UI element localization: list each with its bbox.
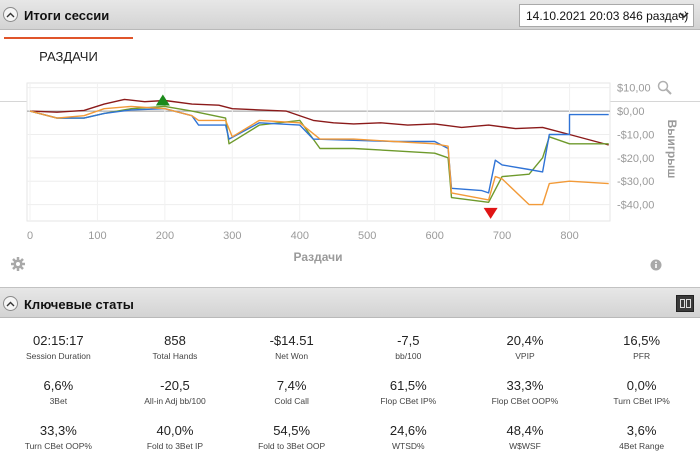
stat-cell: 33,3% Turn CBet OOP% (0, 415, 117, 460)
session-select[interactable]: 14.10.2021 20:03 846 раздач) (519, 4, 694, 27)
stat-cell: 7,4% Cold Call (233, 370, 350, 415)
stat-value: 24,6% (389, 423, 427, 438)
stat-label: Session Duration (25, 351, 91, 361)
stat-value: 0,0% (626, 378, 657, 393)
stat-label: 3Bet (49, 396, 68, 406)
chevron-up-icon (6, 12, 15, 17)
stat-value: 02:15:17 (33, 333, 84, 348)
x-tick-label: 400 (291, 230, 309, 242)
stat-value: -$14.51 (269, 333, 314, 348)
series-line-net-won (29, 98, 609, 146)
stat-cell: -$14.51 Net Won (233, 325, 350, 370)
x-tick-label: 700 (493, 230, 511, 242)
stats-grid: 02:15:17 Session Duration 858 Total Hands -$… (0, 325, 700, 465)
stats-header: Ключевые статы (0, 287, 700, 318)
stat-label: All-in Adj bb/100 (144, 396, 206, 406)
stat-cell: 858 Total Hands (117, 325, 234, 370)
stat-value: -20,5 (160, 378, 190, 393)
chevron-up-icon (6, 301, 15, 306)
y-tick-label: -$30,00 (617, 176, 654, 188)
stat-cell: 40,0% Fold to 3Bet IP (117, 415, 234, 460)
stat-label: Turn CBet OOP% (24, 441, 92, 451)
stat-label: 4Bet Range (619, 441, 665, 451)
stat-label: Turn CBet IP% (613, 396, 670, 406)
series-line-all-in-adj (29, 105, 609, 204)
stat-cell: 48,4% W$WSF (467, 415, 584, 460)
y-axis-label: Выигрыш (665, 120, 679, 179)
stat-cell: 0,0% Turn CBet IP% (583, 370, 700, 415)
session-header: Итоги сессии 14.10.2021 20:03 846 раздач… (0, 0, 700, 30)
x-tick-label: 100 (88, 230, 106, 242)
chevron-down-icon (679, 12, 689, 19)
x-tick-label: 200 (156, 230, 174, 242)
stat-cell: 16,5% PFR (583, 325, 700, 370)
y-tick-label: -$10,00 (617, 129, 654, 141)
y-tick-label: -$40,00 (617, 200, 654, 212)
stat-label: WTSD% (392, 441, 425, 451)
winnings-chart: 0 100 200 300 400 500 600 700 800 $10,00 $0,00 -$1… (0, 71, 700, 285)
stat-value: 33,3% (39, 423, 77, 438)
tab-strip: РАЗДАЧИ (0, 31, 700, 102)
stat-label: bb/100 (395, 351, 422, 361)
y-tick-label: $0,00 (617, 106, 645, 118)
stat-cell: 61,5% Flop CBet IP% (350, 370, 467, 415)
collapse-stats-button[interactable] (3, 296, 18, 311)
stat-cell: 02:15:17 Session Duration (0, 325, 117, 370)
stat-value: 20,4% (506, 333, 544, 348)
stat-label: Net Won (275, 351, 309, 361)
stat-value: 3,6% (626, 423, 657, 438)
y-tick-label: -$20,00 (617, 153, 654, 165)
stat-value: 54,5% (273, 423, 311, 438)
stat-cell: 54,5% Fold to 3Bet OOP (233, 415, 350, 460)
x-axis-label: Раздачи (294, 250, 343, 264)
stat-value: 16,5% (623, 333, 661, 348)
chart-svg: 0 100 200 300 400 500 600 700 800 $10,00 $0,00 -$1… (11, 80, 679, 271)
stat-value: 7,4% (276, 378, 307, 393)
stat-cell: 33,3% Flop CBet OOP% (467, 370, 584, 415)
stat-value: 858 (164, 333, 186, 348)
session-select-value: 14.10.2021 20:03 846 раздач) (526, 9, 689, 23)
stat-value: -7,5 (397, 333, 420, 348)
session-title: Итоги сессии (24, 8, 110, 23)
plot-area (26, 82, 611, 222)
stat-label: Fold to 3Bet IP (146, 441, 204, 451)
stat-cell: -7,5 bb/100 (350, 325, 467, 370)
tab-hands[interactable]: РАЗДАЧИ (4, 37, 133, 71)
layout-toggle-button[interactable] (676, 295, 694, 312)
info-icon[interactable] (650, 259, 662, 271)
x-tick-label: 300 (223, 230, 241, 242)
x-tick-label: 500 (358, 230, 376, 242)
stat-cell: 24,6% WTSD% (350, 415, 467, 460)
stat-cell: 20,4% VPIP (467, 325, 584, 370)
y-tick-label: $10,00 (617, 83, 651, 95)
stat-label: VPIP (515, 351, 535, 361)
stat-value: 6,6% (43, 378, 74, 393)
stat-cell: -20,5 All-in Adj bb/100 (117, 370, 234, 415)
layout-column-icon (680, 299, 685, 308)
stat-value: 33,3% (506, 378, 544, 393)
stat-label: Flop CBet OOP% (491, 396, 559, 406)
zoom-icon[interactable] (657, 80, 672, 95)
collapse-session-button[interactable] (3, 7, 18, 22)
x-tick-label: 0 (27, 230, 33, 242)
stat-value: 61,5% (389, 378, 427, 393)
x-tick-label: 800 (560, 230, 578, 242)
stat-cell: 3,6% 4Bet Range (583, 415, 700, 460)
stat-label: Total Hands (152, 351, 198, 361)
settings-gear-icon[interactable] (11, 257, 25, 271)
series-line-non-showdown (29, 105, 609, 206)
trough-marker-icon (483, 207, 498, 219)
stat-label: Flop CBet IP% (380, 396, 437, 406)
stat-label: Fold to 3Bet OOP (258, 441, 326, 451)
layout-column-icon (686, 299, 691, 308)
stat-cell: 6,6% 3Bet (0, 370, 117, 415)
stat-label: W$WSF (509, 441, 541, 451)
x-tick-label: 600 (425, 230, 443, 242)
stat-value: 40,0% (156, 423, 194, 438)
stat-value: 48,4% (506, 423, 544, 438)
peak-marker-icon (155, 94, 170, 106)
stat-label: Cold Call (274, 396, 309, 406)
stats-title: Ключевые статы (24, 297, 134, 312)
stat-label: PFR (633, 351, 651, 361)
